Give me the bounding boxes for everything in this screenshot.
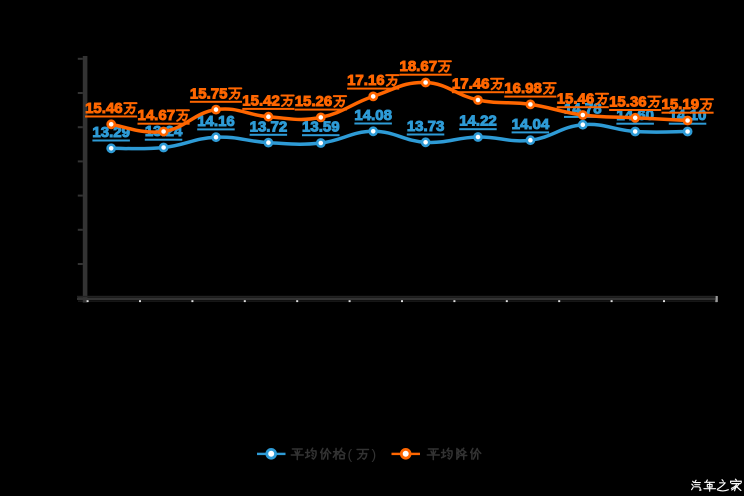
svg-text:17.16: 17.16 xyxy=(347,72,385,89)
svg-text:15.75: 15.75 xyxy=(190,85,228,102)
svg-text:15.42: 15.42 xyxy=(242,92,280,109)
svg-text:16.98: 16.98 xyxy=(504,80,542,97)
svg-text:(: ( xyxy=(348,446,353,462)
svg-text:15.46: 15.46 xyxy=(85,100,123,117)
svg-text:15.36: 15.36 xyxy=(609,94,647,111)
svg-text:15.19: 15.19 xyxy=(662,96,700,113)
svg-text:): ) xyxy=(372,446,377,462)
svg-text:13.59: 13.59 xyxy=(302,119,340,136)
svg-text:14.04: 14.04 xyxy=(512,116,550,133)
svg-text:14.16: 14.16 xyxy=(197,113,235,130)
svg-text:14.67: 14.67 xyxy=(138,107,176,124)
svg-text:13.73: 13.73 xyxy=(407,118,445,135)
svg-text:14.22: 14.22 xyxy=(459,113,497,130)
svg-text:13.72: 13.72 xyxy=(250,118,288,135)
svg-text:17.46: 17.46 xyxy=(452,76,490,93)
svg-text:15.26: 15.26 xyxy=(295,93,333,110)
svg-text:18.67: 18.67 xyxy=(400,58,438,75)
svg-text:15.46: 15.46 xyxy=(557,91,595,108)
svg-text:14.08: 14.08 xyxy=(354,107,392,124)
